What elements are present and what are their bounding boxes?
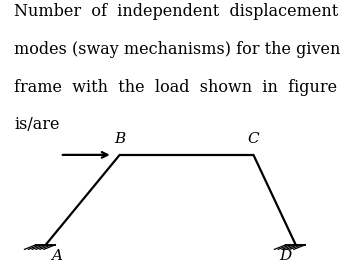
Text: frame  with  the  load  shown  in  figure: frame with the load shown in figure — [14, 79, 337, 96]
Text: A: A — [51, 249, 62, 263]
Text: modes (sway mechanisms) for the given: modes (sway mechanisms) for the given — [14, 41, 340, 58]
Text: Number  of  independent  displacement: Number of independent displacement — [14, 3, 338, 20]
Text: B: B — [114, 132, 125, 146]
Text: C: C — [247, 132, 259, 146]
Text: D: D — [279, 249, 291, 263]
Text: is/are: is/are — [14, 116, 59, 133]
